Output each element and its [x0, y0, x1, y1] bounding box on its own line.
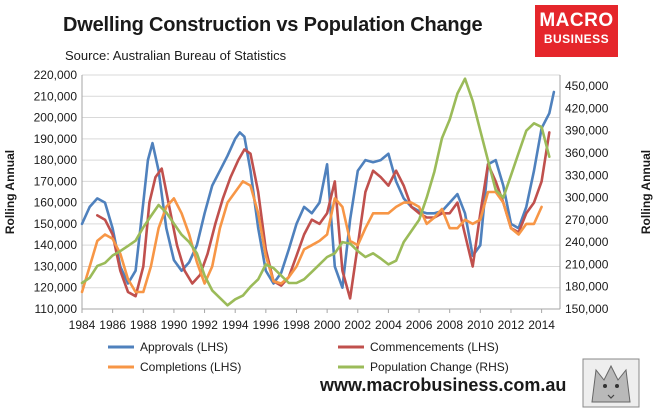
y-tick-label-left: 200,000: [34, 111, 78, 125]
x-tick-label: 1996: [252, 318, 279, 332]
x-tick-label: 2006: [406, 318, 433, 332]
website-url: www.macrobusiness.com.au: [320, 375, 567, 395]
macrobusiness-logo: MACRO BUSINESS: [535, 5, 618, 57]
y-tick-label-left: 120,000: [34, 281, 78, 295]
y-tick-label-right: 360,000: [565, 146, 609, 160]
x-tick-label: 1984: [69, 318, 96, 332]
x-tick-label: 2014: [528, 318, 555, 332]
x-tick-label: 2000: [314, 318, 341, 332]
wolf-mascot-icon: [582, 358, 640, 408]
y-tick-label-right: 300,000: [565, 191, 609, 205]
y-tick-label-left: 160,000: [34, 196, 78, 210]
y-tick-label-left: 170,000: [34, 174, 78, 188]
series-line: [80, 77, 551, 307]
y-tick-label-right: 270,000: [565, 213, 609, 227]
y-tick-label-right: 150,000: [565, 302, 609, 316]
y-tick-label-right: 330,000: [565, 168, 609, 182]
y-tick-label-left: 150,000: [34, 217, 78, 231]
x-tick-label: 1990: [161, 318, 188, 332]
chart-source: Source: Australian Bureau of Statistics: [65, 48, 287, 63]
x-tick-label: 1986: [99, 318, 126, 332]
series-line: [80, 180, 543, 294]
series-line: [96, 131, 551, 300]
y-tick-label-left: 130,000: [34, 259, 78, 273]
y-tick-label-right: 450,000: [565, 79, 609, 93]
y-tick-label-right: 180,000: [565, 280, 609, 294]
y-tick-label-right: 240,000: [565, 235, 609, 249]
legend-label: Population Change (RHS): [370, 360, 509, 374]
x-tick-label: 2010: [467, 318, 494, 332]
x-tick-label: 1998: [283, 318, 310, 332]
y-tick-label-right: 210,000: [565, 257, 609, 271]
y-tick-label-left: 110,000: [35, 302, 78, 316]
y-tick-label-right: 420,000: [565, 101, 609, 115]
legend-label: Completions (LHS): [140, 360, 241, 374]
x-tick-label: 1992: [191, 318, 218, 332]
y-axis-title-left: Rolling Annual: [3, 150, 17, 234]
x-tick-label: 2008: [436, 318, 463, 332]
y-tick-label-left: 190,000: [34, 132, 78, 146]
chart-title: Dwelling Construction vs Population Chan…: [63, 14, 483, 36]
y-tick-label-left: 140,000: [34, 238, 78, 252]
x-tick-label: 1988: [130, 318, 157, 332]
y-axis-title-right: Rolling Annual: [639, 150, 653, 234]
y-tick-label-left: 210,000: [34, 89, 78, 103]
logo-line-1: MACRO: [539, 10, 614, 31]
legend-label: Approvals (LHS): [140, 340, 228, 354]
x-tick-label: 1994: [222, 318, 249, 332]
y-tick-label-right: 390,000: [565, 124, 609, 138]
logo-line-2: BUSINESS: [543, 32, 610, 46]
legend-label: Commencements (LHS): [370, 340, 499, 354]
x-tick-label: 2002: [344, 318, 371, 332]
y-tick-label-left: 180,000: [34, 153, 78, 167]
x-tick-label: 2004: [375, 318, 402, 332]
x-tick-label: 2012: [498, 318, 525, 332]
y-tick-label-left: 220,000: [34, 68, 78, 82]
